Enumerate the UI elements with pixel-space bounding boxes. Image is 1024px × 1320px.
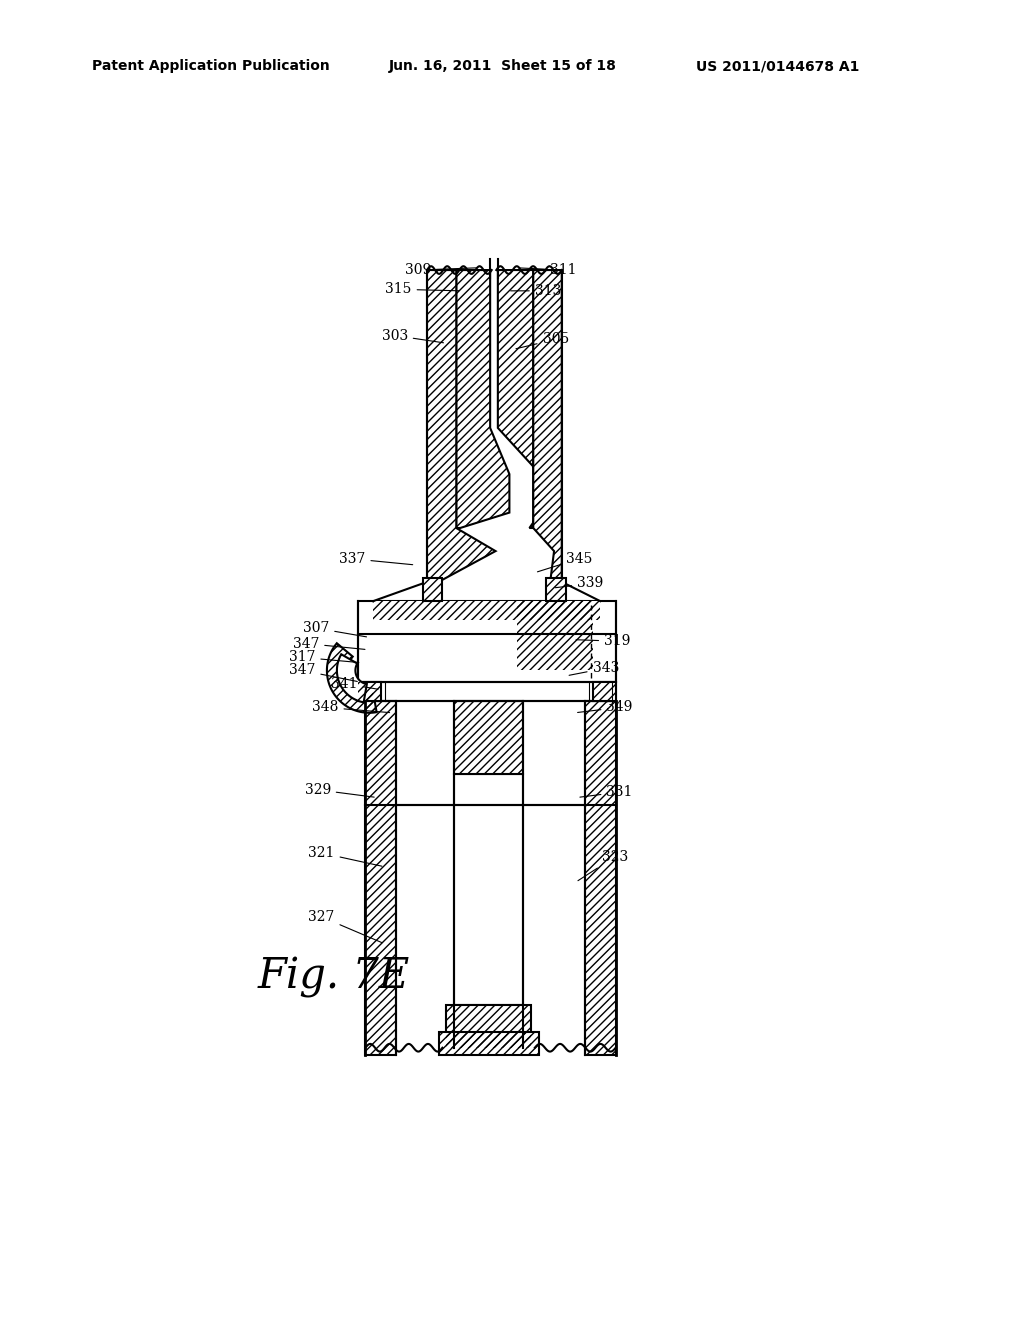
Bar — [585, 701, 615, 1056]
Bar — [423, 578, 442, 601]
Text: 309: 309 — [404, 263, 476, 277]
Text: 349: 349 — [578, 701, 633, 714]
Text: 347: 347 — [293, 636, 365, 651]
Text: 341: 341 — [331, 677, 378, 690]
Text: 319: 319 — [577, 634, 631, 648]
Text: US 2011/0144678 A1: US 2011/0144678 A1 — [696, 59, 860, 74]
Polygon shape — [337, 655, 367, 702]
Text: 337: 337 — [339, 552, 413, 566]
Polygon shape — [534, 271, 562, 582]
Text: 329: 329 — [304, 783, 374, 797]
Text: Jun. 16, 2011  Sheet 15 of 18: Jun. 16, 2011 Sheet 15 of 18 — [389, 59, 617, 74]
Bar — [547, 578, 565, 601]
Bar — [585, 701, 615, 1056]
Bar — [357, 601, 615, 682]
Text: 305: 305 — [516, 333, 568, 348]
Text: 303: 303 — [382, 329, 443, 343]
Bar — [593, 682, 615, 701]
Polygon shape — [427, 271, 496, 582]
Text: 323: 323 — [578, 850, 628, 880]
Bar — [454, 701, 523, 775]
Bar — [373, 601, 600, 620]
Text: 313: 313 — [511, 284, 561, 298]
Bar — [357, 682, 381, 701]
Text: 347: 347 — [289, 664, 357, 681]
Text: 327: 327 — [308, 909, 382, 942]
Text: Patent Application Publication: Patent Application Publication — [92, 59, 330, 74]
Bar — [373, 601, 600, 620]
Bar — [423, 578, 442, 601]
Polygon shape — [517, 601, 593, 671]
Bar — [446, 1006, 531, 1048]
Text: 311: 311 — [518, 263, 577, 277]
Text: 345: 345 — [538, 552, 592, 572]
Bar — [366, 701, 396, 1056]
Text: 315: 315 — [385, 282, 459, 296]
Text: 307: 307 — [303, 622, 367, 636]
Text: 317: 317 — [289, 651, 358, 664]
Text: Fig. 7E: Fig. 7E — [258, 956, 410, 998]
Text: 339: 339 — [555, 577, 603, 590]
Bar — [547, 578, 565, 601]
Polygon shape — [498, 271, 541, 528]
Bar — [593, 682, 615, 701]
Text: 331: 331 — [580, 785, 633, 799]
Bar — [438, 1032, 539, 1056]
Polygon shape — [457, 271, 509, 528]
Bar — [454, 775, 523, 1006]
Polygon shape — [327, 643, 377, 713]
Bar — [366, 701, 396, 1056]
Text: 321: 321 — [308, 846, 382, 866]
Text: 343: 343 — [569, 661, 618, 676]
Bar — [438, 1032, 539, 1056]
Bar — [357, 682, 381, 701]
Text: 348: 348 — [312, 701, 389, 714]
Bar — [454, 701, 523, 775]
Bar — [446, 1006, 531, 1048]
